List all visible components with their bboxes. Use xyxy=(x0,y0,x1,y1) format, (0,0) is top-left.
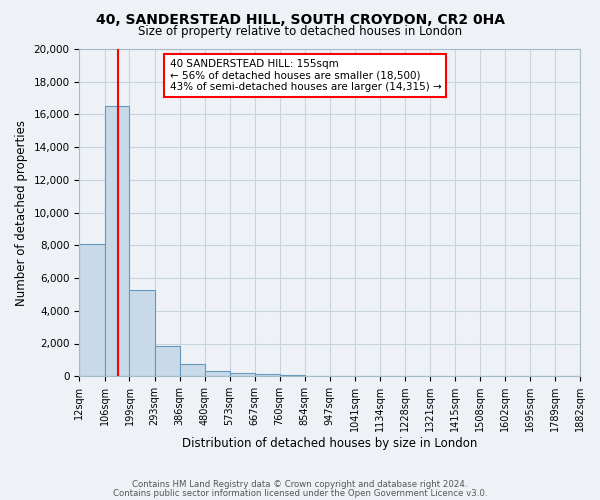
Text: 40 SANDERSTEAD HILL: 155sqm
← 56% of detached houses are smaller (18,500)
43% of: 40 SANDERSTEAD HILL: 155sqm ← 56% of det… xyxy=(170,59,441,92)
Bar xyxy=(79,244,104,376)
Bar xyxy=(280,375,305,376)
Bar xyxy=(130,290,155,376)
Bar xyxy=(230,374,255,376)
Text: Contains HM Land Registry data © Crown copyright and database right 2024.: Contains HM Land Registry data © Crown c… xyxy=(132,480,468,489)
Bar xyxy=(179,364,205,376)
Text: Size of property relative to detached houses in London: Size of property relative to detached ho… xyxy=(138,25,462,38)
Text: 40, SANDERSTEAD HILL, SOUTH CROYDON, CR2 0HA: 40, SANDERSTEAD HILL, SOUTH CROYDON, CR2… xyxy=(95,12,505,26)
Bar xyxy=(104,106,130,376)
Bar xyxy=(155,346,179,376)
Text: Contains public sector information licensed under the Open Government Licence v3: Contains public sector information licen… xyxy=(113,488,487,498)
Y-axis label: Number of detached properties: Number of detached properties xyxy=(15,120,28,306)
X-axis label: Distribution of detached houses by size in London: Distribution of detached houses by size … xyxy=(182,437,478,450)
Bar xyxy=(255,374,280,376)
Bar xyxy=(205,372,230,376)
